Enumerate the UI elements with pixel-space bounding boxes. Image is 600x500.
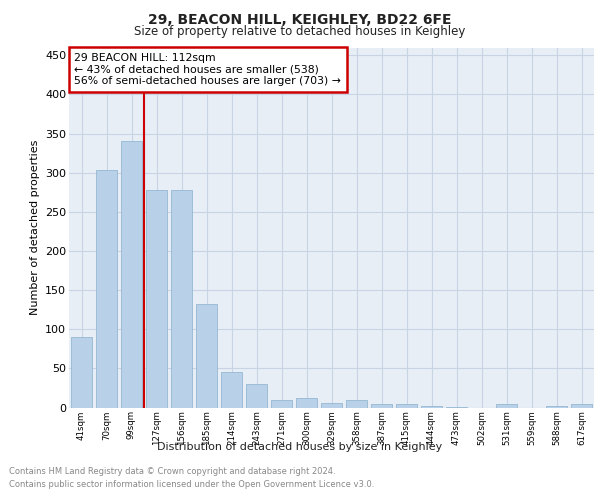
Bar [371,404,392,407]
Bar [446,406,467,408]
Bar [546,406,567,407]
Bar [396,404,417,407]
Bar [146,190,167,408]
Text: 29 BEACON HILL: 112sqm
← 43% of detached houses are smaller (538)
56% of semi-de: 29 BEACON HILL: 112sqm ← 43% of detached… [74,53,341,86]
Bar [571,404,592,407]
Bar [246,384,267,407]
Y-axis label: Number of detached properties: Number of detached properties [29,140,40,315]
Bar [221,372,242,408]
Text: Contains HM Land Registry data © Crown copyright and database right 2024.: Contains HM Land Registry data © Crown c… [9,468,335,476]
Bar [496,404,517,407]
Text: Contains public sector information licensed under the Open Government Licence v3: Contains public sector information licen… [9,480,374,489]
Bar [96,170,117,408]
Bar [121,142,142,408]
Bar [346,400,367,407]
Bar [171,190,192,408]
Bar [196,304,217,408]
Text: Distribution of detached houses by size in Keighley: Distribution of detached houses by size … [157,442,443,452]
Bar [421,406,442,407]
Bar [271,400,292,407]
Bar [71,337,92,407]
Bar [321,403,342,407]
Text: Size of property relative to detached houses in Keighley: Size of property relative to detached ho… [134,25,466,38]
Bar [296,398,317,407]
Text: 29, BEACON HILL, KEIGHLEY, BD22 6FE: 29, BEACON HILL, KEIGHLEY, BD22 6FE [148,12,452,26]
